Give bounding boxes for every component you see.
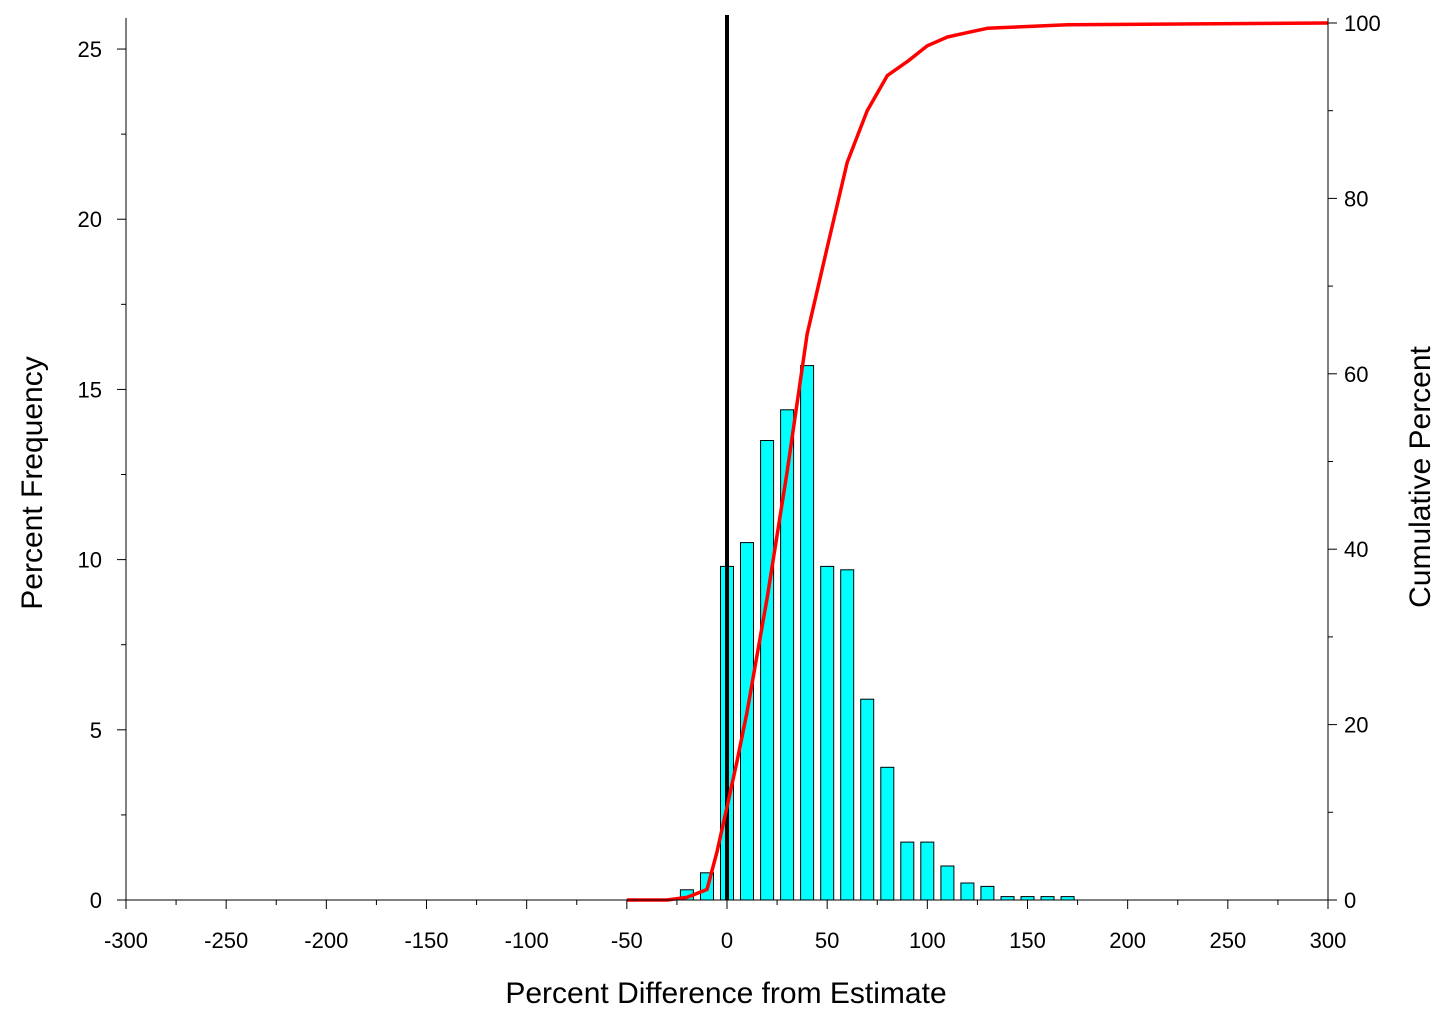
histogram-bar bbox=[740, 542, 754, 901]
histogram-bar bbox=[880, 766, 895, 901]
histogram-bar bbox=[1020, 896, 1035, 901]
histogram-bar bbox=[1000, 896, 1015, 901]
histogram-bar bbox=[920, 841, 935, 901]
histogram-bar bbox=[980, 885, 995, 901]
x-tick-label: -300 bbox=[104, 928, 148, 953]
y2-axis-title: Cumulative Percent bbox=[1404, 345, 1437, 607]
cumulative-percent-line bbox=[626, 21, 1329, 902]
histogram-bar bbox=[960, 882, 975, 901]
y-tick-label: 0 bbox=[90, 888, 102, 913]
x-axis-title: Percent Difference from Estimate bbox=[505, 977, 946, 1010]
y2-tick-label: 40 bbox=[1344, 537, 1368, 562]
x-tick-label: -100 bbox=[505, 928, 549, 953]
histogram-bars bbox=[679, 365, 1075, 901]
histogram-bar bbox=[1060, 896, 1075, 901]
x-tick-label: 50 bbox=[815, 928, 839, 953]
histogram-bar bbox=[900, 841, 915, 901]
histogram-bar bbox=[760, 440, 775, 901]
y2-tick-label: 20 bbox=[1344, 713, 1368, 738]
histogram-bar bbox=[940, 865, 955, 901]
x-tick-label: 250 bbox=[1209, 928, 1246, 953]
histogram-bar bbox=[800, 365, 815, 901]
histogram-bar bbox=[860, 698, 875, 901]
x-tick-label: 300 bbox=[1310, 928, 1347, 953]
y-tick-label: 5 bbox=[90, 718, 102, 743]
y-tick-label: 15 bbox=[78, 377, 102, 402]
y-axis-title: Percent Frequency bbox=[16, 356, 49, 609]
y2-tick-label: 0 bbox=[1344, 888, 1356, 913]
y2-tick-label: 80 bbox=[1344, 186, 1368, 211]
histogram-bar bbox=[780, 409, 795, 901]
x-tick-label: -200 bbox=[304, 928, 348, 953]
x-tick-label: 150 bbox=[1009, 928, 1046, 953]
histogram-bar bbox=[820, 565, 835, 901]
x-tick-label: 0 bbox=[721, 928, 733, 953]
histogram-bar bbox=[1040, 896, 1055, 901]
x-tick-label: 200 bbox=[1109, 928, 1146, 953]
y-tick-label: 25 bbox=[78, 37, 102, 62]
y2-tick-label: 60 bbox=[1344, 362, 1368, 387]
x-tick-label: -250 bbox=[204, 928, 248, 953]
x-tick-label: 100 bbox=[909, 928, 946, 953]
x-tick-label: -50 bbox=[611, 928, 643, 953]
axes: -300 -250 -200 -150 -100 -50 0 50 100 150 200 250 30… bbox=[78, 11, 1381, 953]
y-tick-label: 20 bbox=[78, 207, 102, 232]
histogram-bar bbox=[840, 569, 855, 901]
x-tick-label: -150 bbox=[404, 928, 448, 953]
y2-tick-label: 100 bbox=[1344, 11, 1381, 36]
y-tick-label: 10 bbox=[78, 548, 102, 573]
